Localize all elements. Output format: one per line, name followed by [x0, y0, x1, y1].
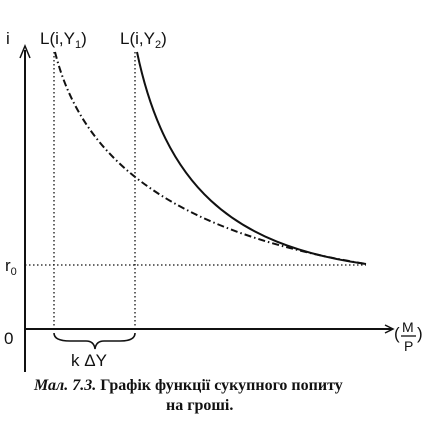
x-axis-numerator: M — [402, 319, 414, 335]
y-axis-label: i — [6, 29, 10, 48]
origin-label: 0 — [4, 329, 13, 348]
curve2-label-prefix: L(i,Y — [120, 29, 155, 48]
r0-label: r0 — [5, 256, 17, 278]
caption-title: Графік функції сукупного попиту — [96, 377, 343, 394]
curve-l-y1 — [54, 51, 367, 265]
x-axis-denominator: P — [404, 338, 413, 354]
r0-subscript: 0 — [11, 266, 17, 278]
x-axis-arrow — [384, 324, 395, 334]
x-axis-left-paren: ( — [394, 324, 400, 343]
curve1-label-prefix: L(i,Y — [40, 29, 75, 48]
x-axis-right-paren: ) — [417, 324, 423, 343]
curve2-label-subscript: 2 — [155, 39, 161, 51]
caption-line-2: на гроші. — [166, 397, 234, 414]
k-delta-y-brace — [53, 332, 136, 350]
y-axis-arrow — [19, 44, 31, 59]
figure-reference: Мал. 7.3. — [34, 377, 97, 394]
curve2-label: L(i,Y2) — [120, 29, 167, 51]
curve1-label-subscript: 1 — [75, 39, 81, 51]
curve-l-y2 — [136, 51, 367, 265]
curve1-label-suffix: ) — [81, 29, 87, 48]
brace-label: k ΔY — [71, 351, 107, 370]
curve1-label: L(i,Y1) — [40, 29, 87, 51]
curve2-label-suffix: ) — [161, 29, 167, 48]
r0-letter: r — [5, 256, 11, 275]
caption-line-1: Мал. 7.3. Графік функції сукупного попит… — [34, 376, 343, 396]
